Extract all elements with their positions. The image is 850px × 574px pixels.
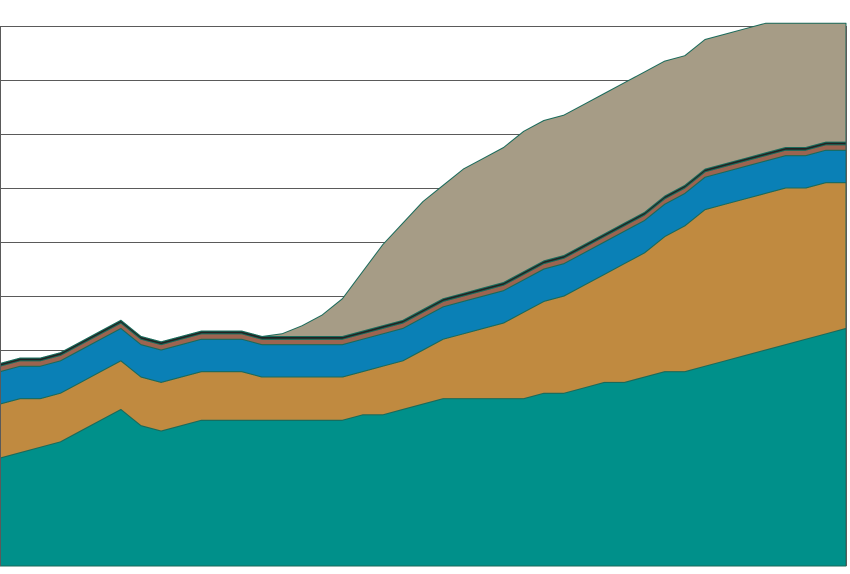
axis-frame bbox=[0, 26, 847, 566]
